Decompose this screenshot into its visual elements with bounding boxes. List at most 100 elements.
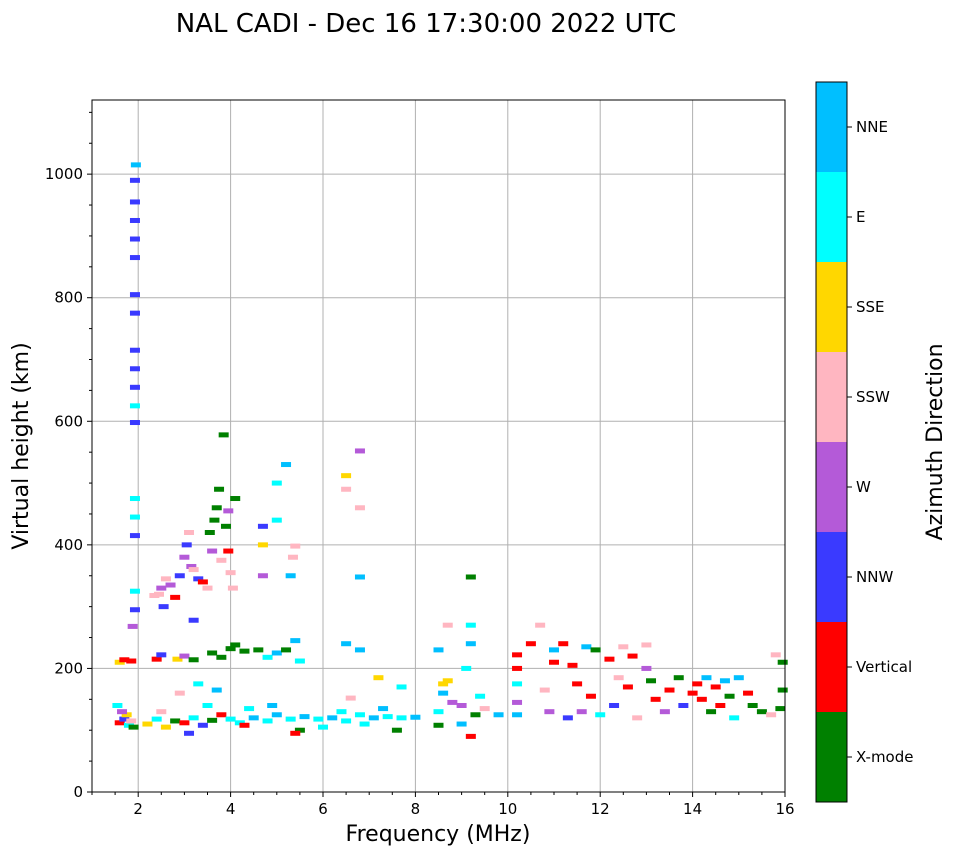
data-point: [197, 579, 208, 585]
chart-title: NAL CADI - Dec 16 17:30:00 2022 UTC: [176, 9, 676, 39]
colorbar-tick-label: NNE: [856, 118, 888, 136]
data-point: [257, 573, 268, 579]
colorbar-tick-label: SSW: [856, 388, 890, 406]
data-point: [216, 654, 227, 660]
data-point: [216, 712, 227, 718]
data-point: [465, 622, 476, 628]
data-point: [544, 709, 555, 715]
data-point: [290, 730, 301, 736]
data-point: [174, 573, 185, 579]
data-point: [149, 593, 160, 599]
data-point: [299, 714, 310, 720]
data-point: [158, 604, 169, 610]
colorbar-swatch: [816, 712, 847, 802]
data-point: [174, 690, 185, 696]
data-point: [253, 647, 264, 653]
data-point: [202, 703, 213, 708]
data-point: [244, 706, 255, 712]
data-point: [549, 659, 559, 665]
data-point: [770, 652, 781, 658]
data-point: [701, 675, 712, 681]
data-point: [525, 641, 536, 647]
data-point: [493, 712, 504, 718]
data-point: [129, 310, 140, 316]
data-point: [193, 576, 204, 582]
data-point: [378, 706, 389, 712]
colorbar-tick-label: W: [856, 478, 871, 496]
data-point: [775, 706, 786, 712]
y-tick-label: 0: [73, 783, 83, 801]
x-tick-label: 10: [498, 800, 517, 818]
data-point: [129, 199, 140, 205]
data-point: [129, 255, 140, 261]
data-point: [184, 730, 195, 736]
data-point: [576, 709, 587, 715]
colorbar-tick-label: E: [856, 208, 865, 226]
data-point: [129, 420, 140, 426]
data-point: [112, 703, 123, 708]
data-point: [211, 687, 222, 693]
data-point: [209, 517, 220, 523]
data-point: [170, 594, 181, 600]
data-point: [696, 696, 707, 702]
data-point: [558, 641, 569, 647]
data-point: [336, 709, 347, 715]
data-point: [604, 656, 615, 662]
data-point: [129, 366, 140, 372]
data-point: [207, 650, 218, 656]
data-point: [129, 533, 140, 539]
data-point: [172, 656, 183, 662]
data-point: [211, 505, 222, 511]
colorbar-frame: [815, 81, 848, 803]
colorbar-swatch: [816, 352, 847, 442]
data-point: [627, 653, 638, 659]
colorbar-swatch: [816, 442, 847, 532]
data-point: [151, 716, 162, 722]
data-point: [281, 647, 292, 653]
data-point: [442, 622, 453, 628]
data-point: [318, 724, 328, 730]
data-point: [562, 715, 573, 721]
x-tick-label: 8: [411, 800, 421, 818]
data-point: [632, 715, 643, 721]
data-point: [223, 508, 234, 514]
data-point: [512, 652, 523, 658]
data-point: [567, 662, 578, 668]
data-point: [214, 486, 225, 492]
data-point: [479, 706, 490, 712]
data-point: [687, 690, 698, 696]
data-point: [715, 703, 726, 708]
data-point: [271, 712, 282, 718]
grid-lines: [92, 100, 786, 793]
data-point: [396, 684, 407, 690]
data-point: [218, 432, 229, 438]
data-point: [193, 681, 204, 687]
colorbar-tick-label: SSE: [856, 298, 885, 316]
data-point: [438, 681, 449, 687]
data-point: [204, 530, 215, 535]
data-point: [354, 505, 365, 511]
data-point: [641, 665, 652, 671]
data-point: [121, 712, 132, 718]
y-tick-label: 1000: [45, 165, 83, 183]
data-point: [777, 659, 788, 665]
y-tick-label: 400: [54, 536, 83, 554]
data-point: [433, 709, 444, 715]
data-point: [729, 715, 740, 721]
data-point: [223, 548, 234, 554]
data-point: [724, 693, 735, 699]
data-point: [447, 699, 458, 705]
colorbar-swatch: [816, 262, 847, 352]
data-point: [659, 709, 670, 715]
data-point: [129, 384, 140, 390]
data-point: [396, 715, 407, 721]
y-tick-label: 200: [54, 659, 83, 677]
data-point: [373, 675, 384, 681]
data-point: [188, 657, 199, 663]
data-point: [248, 715, 259, 721]
data-point: [512, 712, 523, 718]
data-point: [262, 718, 273, 724]
data-point: [230, 642, 241, 648]
data-point: [225, 646, 236, 652]
